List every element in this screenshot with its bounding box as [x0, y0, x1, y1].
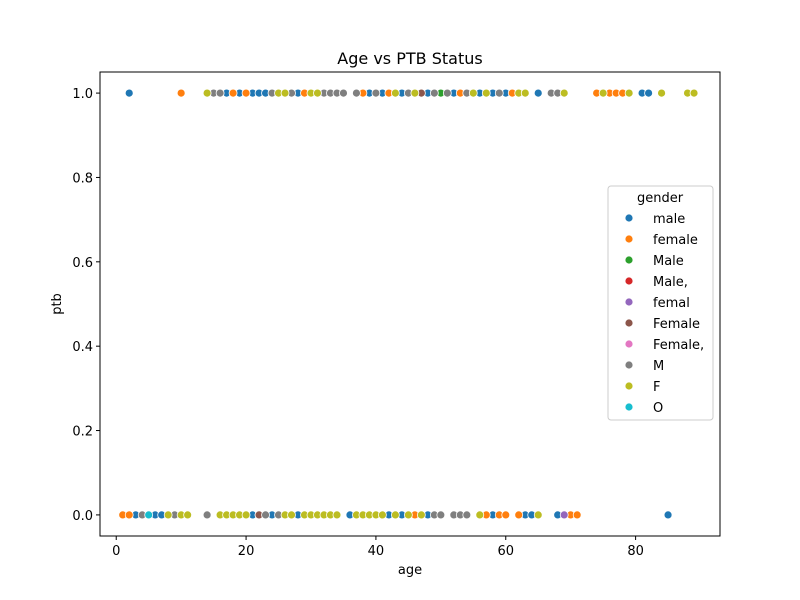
data-point [202, 88, 212, 98]
legend-marker [624, 276, 634, 286]
data-point [352, 88, 361, 98]
data-point [390, 88, 400, 98]
legend-label: O [653, 401, 663, 416]
data-point [436, 510, 446, 520]
data-point [280, 88, 290, 98]
data-point [663, 510, 673, 520]
data-point [481, 88, 491, 98]
data-point [332, 510, 342, 520]
data-point [416, 510, 426, 520]
data-point [644, 88, 653, 98]
data-point [339, 88, 348, 98]
data-point [241, 510, 251, 520]
data-point [520, 88, 530, 98]
data-point [494, 88, 504, 98]
data-point [287, 510, 296, 520]
legend-label: Female, [653, 338, 704, 353]
data-point [228, 88, 238, 98]
y-tick-label: 0.8 [72, 171, 93, 186]
data-point [514, 510, 524, 520]
data-point [598, 88, 608, 98]
y-tick-label: 0.0 [72, 509, 93, 524]
legend-title: gender [637, 191, 684, 206]
legend-label: F [653, 380, 660, 395]
y-tick-label: 0.4 [72, 340, 93, 355]
data-point [241, 88, 251, 98]
data-point [410, 88, 420, 98]
data-point [533, 88, 543, 98]
legend-label: femal [653, 296, 690, 311]
legend-label: Male, [653, 275, 688, 290]
y-tick-label: 0.2 [72, 425, 93, 440]
legend-marker [624, 381, 634, 391]
chart-title: Age vs PTB Status [337, 49, 482, 68]
legend-label: Female [653, 317, 700, 332]
legend-label: M [653, 359, 664, 374]
legend-marker [624, 318, 634, 328]
data-point [689, 88, 699, 98]
legend-marker [624, 213, 634, 223]
data-point [533, 510, 543, 520]
data-point [378, 510, 387, 520]
legend-label: female [653, 233, 698, 248]
legend-box [607, 185, 714, 421]
data-point [183, 510, 193, 520]
data-point [572, 510, 582, 520]
data-point [176, 88, 186, 98]
data-point [202, 510, 212, 520]
data-point [403, 510, 413, 520]
data-point [390, 510, 400, 520]
x-axis-title: age [398, 563, 422, 578]
legend-marker [624, 255, 634, 265]
plot-frame [99, 71, 721, 537]
x-tick-label: 60 [497, 544, 514, 559]
legend-marker [624, 234, 634, 244]
legend: gender male female Male Male, femal Female Fem… [607, 185, 714, 421]
data-point [559, 88, 569, 98]
data-point [468, 88, 478, 98]
data-point [442, 88, 452, 98]
y-axis: 0.0 0.2 0.4 0.6 0.8 1.0 [72, 87, 100, 524]
data-point [429, 88, 439, 98]
y-tick-label: 1.0 [72, 87, 93, 102]
legend-marker [624, 297, 634, 307]
legend-label: Male [653, 254, 684, 269]
data-point [624, 88, 634, 98]
x-tick-label: 80 [627, 544, 644, 559]
data-point [559, 510, 569, 520]
data-point [313, 88, 322, 98]
y-axis-title: ptb [50, 293, 65, 315]
data-point [144, 510, 154, 520]
data-point [261, 510, 270, 520]
data-point [163, 510, 173, 520]
legend-marker [624, 402, 634, 412]
data-points [118, 88, 699, 520]
data-point [124, 510, 134, 520]
legend-marker [624, 360, 634, 370]
data-point [657, 88, 666, 98]
x-tick-label: 40 [368, 544, 385, 559]
x-tick-label: 20 [238, 544, 255, 559]
legend-marker [624, 339, 634, 349]
legend-label: male [653, 212, 685, 227]
data-point [215, 88, 225, 98]
data-point [371, 88, 381, 98]
data-point [475, 510, 485, 520]
data-point [501, 510, 511, 520]
x-tick-label: 0 [112, 544, 120, 559]
y-tick-label: 0.6 [72, 256, 93, 271]
data-point [124, 88, 134, 98]
data-point [462, 510, 472, 520]
x-axis: 0 20 40 60 80 [112, 536, 644, 559]
